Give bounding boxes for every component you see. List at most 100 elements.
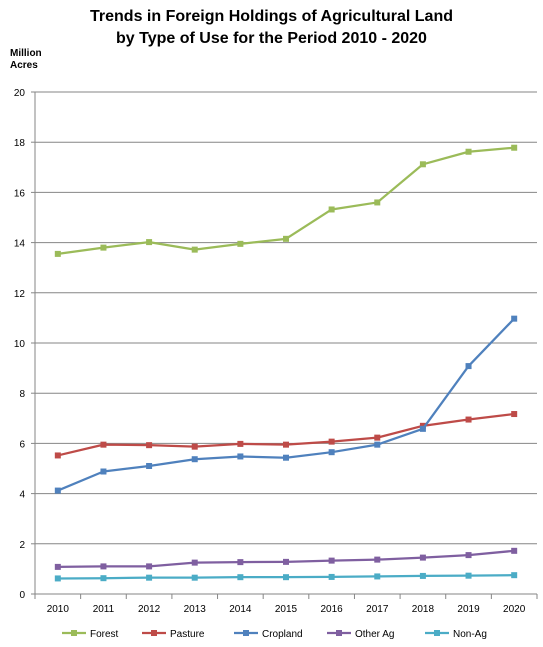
data-point-pasture (511, 411, 518, 418)
legend-swatch-marker (243, 630, 249, 636)
y-tick-label: 10 (14, 339, 26, 350)
data-point-cropland (54, 487, 61, 494)
y-tick-label: 20 (14, 88, 26, 99)
data-point-forest (237, 240, 244, 247)
legend-label: Pasture (170, 629, 205, 640)
x-tick-label: 2017 (366, 604, 389, 615)
y-tick-label: 18 (14, 138, 26, 149)
y-tick-label: 12 (14, 289, 26, 300)
data-point-other-ag (374, 556, 381, 563)
x-tick-label: 2018 (412, 604, 435, 615)
y-axis-label-line2: Acres (10, 60, 38, 71)
series-line-pasture (57, 412, 515, 457)
legend-item-cropland: Cropland (234, 629, 303, 640)
data-point-other-ag (419, 554, 426, 561)
data-point-cropland (100, 468, 107, 475)
data-point-pasture (465, 416, 472, 423)
y-tick-label: 4 (19, 490, 25, 501)
data-point-other-ag (54, 563, 61, 570)
x-tick-label: 2012 (138, 604, 161, 615)
legend-swatch-marker (151, 630, 157, 636)
data-point-cropland (328, 449, 335, 456)
data-point-cropland (374, 441, 381, 448)
y-tick-label: 14 (14, 239, 26, 250)
data-point-non-ag (237, 574, 244, 581)
data-point-cropland (465, 363, 472, 370)
legend-item-forest: Forest (62, 629, 119, 640)
data-point-pasture (419, 422, 426, 429)
data-point-pasture (146, 442, 153, 449)
data-point-non-ag (328, 573, 335, 580)
data-point-non-ag (100, 575, 107, 582)
data-point-cropland (146, 462, 153, 469)
y-tick-label: 8 (19, 389, 25, 400)
legend-label: Forest (90, 629, 119, 640)
data-point-forest (465, 148, 472, 155)
data-point-non-ag (146, 574, 153, 581)
x-tick-label: 2010 (47, 604, 70, 615)
data-point-pasture (191, 443, 198, 450)
data-point-cropland (419, 425, 426, 432)
x-tick-label: 2015 (275, 604, 298, 615)
y-axis-label: Million Acres (10, 48, 42, 72)
y-axis-label-line1: Million (10, 48, 42, 59)
data-point-other-ag (465, 552, 472, 559)
data-point-non-ag (419, 572, 426, 579)
data-point-other-ag (100, 563, 107, 570)
data-point-forest (146, 239, 153, 246)
x-tick-label: 2016 (321, 604, 344, 615)
data-point-pasture (283, 441, 289, 448)
legend-item-other-ag: Other Ag (327, 629, 394, 640)
legend-label: Other Ag (355, 629, 394, 640)
data-point-forest (191, 246, 198, 253)
data-point-pasture (374, 434, 381, 441)
legend-swatch-marker (71, 630, 77, 636)
legend-label: Non-Ag (453, 629, 487, 640)
data-point-non-ag (511, 572, 518, 579)
data-point-forest (374, 199, 381, 206)
data-point-non-ag (465, 572, 472, 579)
data-point-forest (54, 250, 61, 257)
data-point-other-ag (283, 558, 289, 565)
data-point-other-ag (328, 557, 335, 564)
chart-title: Trends in Foreign Holdings of Agricultur… (0, 6, 543, 50)
y-tick-label: 16 (14, 188, 26, 199)
x-tick-label: 2011 (93, 604, 115, 615)
data-point-non-ag (283, 574, 289, 581)
data-point-pasture (328, 438, 335, 445)
data-point-pasture (237, 440, 244, 447)
legend-swatch-marker (336, 630, 342, 636)
y-tick-label: 2 (19, 540, 25, 551)
data-point-other-ag (511, 547, 518, 554)
data-point-cropland (191, 456, 198, 463)
data-point-forest (283, 235, 289, 242)
series-line-cropland (57, 317, 515, 492)
data-point-forest (328, 206, 335, 213)
data-point-cropland (237, 453, 244, 460)
data-point-other-ag (191, 559, 198, 566)
data-point-non-ag (191, 574, 198, 581)
x-tick-label: 2019 (457, 604, 480, 615)
x-tick-label: 2013 (184, 604, 207, 615)
data-point-forest (419, 161, 426, 168)
data-point-forest (100, 244, 107, 251)
legend-item-non-ag: Non-Ag (425, 629, 487, 640)
x-tick-label: 2020 (503, 604, 526, 615)
data-point-cropland (511, 315, 518, 322)
legend-swatch-marker (434, 630, 440, 636)
y-tick-label: 0 (19, 590, 25, 601)
data-point-forest (511, 144, 518, 151)
data-point-other-ag (237, 559, 244, 566)
data-point-other-ag (146, 563, 153, 570)
y-tick-label: 6 (19, 439, 25, 450)
x-tick-label: 2014 (229, 604, 252, 615)
data-point-non-ag (374, 573, 381, 580)
data-point-pasture (54, 452, 61, 459)
chart-title-line2: by Type of Use for the Period 2010 - 202… (116, 30, 427, 47)
data-point-pasture (100, 441, 107, 448)
legend-item-pasture: Pasture (142, 629, 205, 640)
data-point-non-ag (54, 575, 61, 582)
chart-title-line1: Trends in Foreign Holdings of Agricultur… (90, 8, 453, 25)
